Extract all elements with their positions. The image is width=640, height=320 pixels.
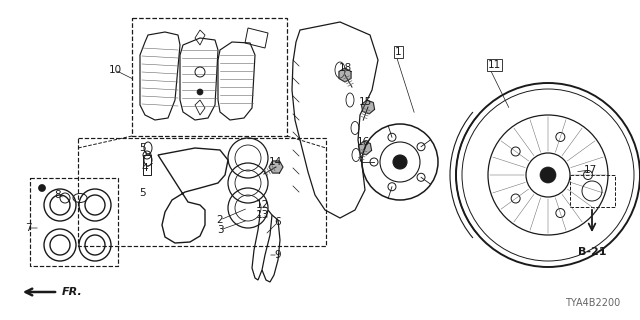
Circle shape bbox=[38, 185, 45, 191]
Circle shape bbox=[393, 155, 407, 169]
Text: 7: 7 bbox=[25, 223, 31, 233]
Text: 18: 18 bbox=[339, 63, 351, 73]
Bar bbox=[143, 155, 151, 175]
Text: 9: 9 bbox=[275, 250, 282, 260]
Text: 6: 6 bbox=[275, 217, 282, 227]
Text: 12: 12 bbox=[255, 200, 269, 210]
Text: 11: 11 bbox=[488, 60, 501, 70]
Text: 8: 8 bbox=[54, 190, 61, 200]
Bar bbox=[30, 178, 118, 266]
Circle shape bbox=[540, 167, 556, 183]
Polygon shape bbox=[362, 100, 374, 114]
Text: 10: 10 bbox=[108, 65, 122, 75]
Polygon shape bbox=[339, 68, 351, 82]
Text: 2: 2 bbox=[217, 215, 223, 225]
Text: 14: 14 bbox=[268, 157, 282, 167]
Text: 4: 4 bbox=[141, 163, 148, 173]
Text: 1: 1 bbox=[395, 47, 402, 57]
Text: B-21: B-21 bbox=[578, 247, 606, 257]
Text: 16: 16 bbox=[356, 137, 370, 147]
Bar bbox=[132, 18, 287, 136]
Bar bbox=[78, 138, 326, 246]
Text: 3: 3 bbox=[217, 225, 223, 235]
Text: 13: 13 bbox=[255, 210, 269, 220]
Polygon shape bbox=[269, 161, 283, 173]
Polygon shape bbox=[358, 141, 372, 155]
Bar bbox=[570, 175, 615, 207]
Text: 17: 17 bbox=[584, 165, 596, 175]
Text: 5: 5 bbox=[140, 188, 147, 198]
Text: TYA4B2200: TYA4B2200 bbox=[564, 298, 620, 308]
Text: 5: 5 bbox=[140, 143, 147, 153]
Text: 15: 15 bbox=[358, 97, 372, 107]
Circle shape bbox=[197, 89, 203, 95]
Text: FR.: FR. bbox=[62, 287, 83, 297]
